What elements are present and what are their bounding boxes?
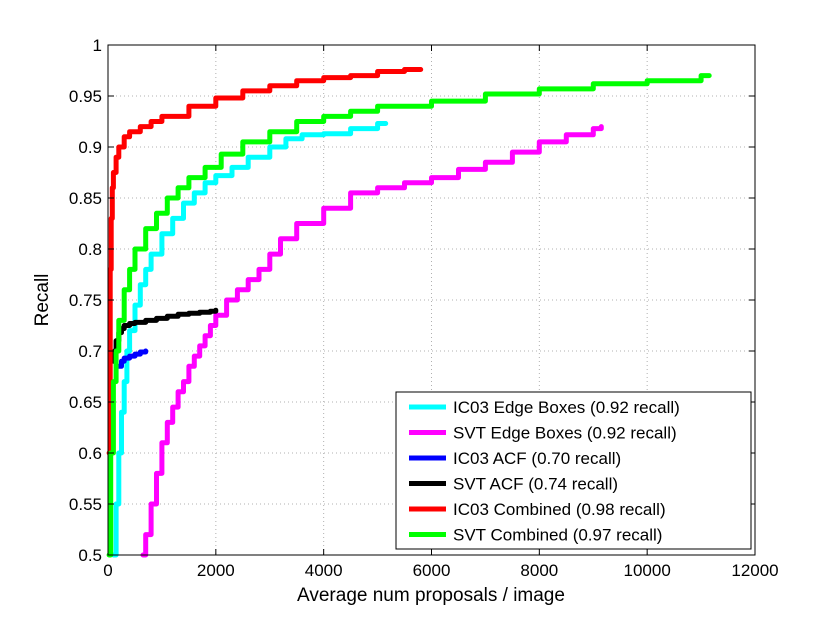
y-tick-label: 0.55 (69, 495, 102, 514)
legend-label-6: SVT Combined (0.97 recall) (453, 526, 662, 545)
legend-box (395, 391, 752, 550)
x-tick-label: 10000 (624, 561, 671, 580)
x-tick-label: 6000 (413, 561, 451, 580)
y-axis-label: Recall (32, 274, 53, 327)
series-line-2 (140, 124, 604, 558)
y-tick-label: 0.5 (78, 546, 102, 565)
y-tick-label: 0.75 (69, 291, 102, 310)
y-tick-label: 0.95 (69, 87, 102, 106)
x-tick-label: 0 (103, 561, 112, 580)
y-tick-label: 0.9 (78, 138, 102, 157)
y-tick-label: 0.85 (69, 189, 102, 208)
legend: IC03 Edge Boxes (0.92 recall) SVT Edge Bo… (395, 391, 752, 550)
legend-label-5: IC03 Combined (0.98 recall) (453, 500, 666, 519)
series-line-3 (116, 348, 149, 369)
x-tick-label: 4000 (305, 561, 343, 580)
legend-label-4: SVT ACF (0.74 recall) (453, 475, 618, 494)
legend-label-3: IC03 ACF (0.70 recall) (453, 449, 621, 468)
y-tick-label: 0.65 (69, 393, 102, 412)
legend-label-2: SVT Edge Boxes (0.92 recall) (453, 424, 677, 443)
x-tick-label: 8000 (520, 561, 558, 580)
x-tick-label: 12000 (731, 561, 778, 580)
series-line-1 (110, 121, 389, 558)
series-line-6 (106, 73, 712, 558)
x-tick-label: 2000 (197, 561, 235, 580)
legend-label-1: IC03 Edge Boxes (0.92 recall) (453, 398, 680, 417)
y-tick-label: 0.8 (78, 240, 102, 259)
x-axis-label: Average num proposals / image (297, 585, 565, 606)
series-line-5 (106, 67, 424, 456)
y-tick-label: 1 (93, 36, 102, 55)
axis-ticks: 0 2000 4000 6000 8000 10000 12000 0.5 0.55 0.6 0.6… (69, 36, 779, 580)
y-tick-label: 0.7 (78, 342, 102, 361)
y-tick-label: 0.6 (78, 444, 102, 463)
series-layer (106, 67, 712, 558)
